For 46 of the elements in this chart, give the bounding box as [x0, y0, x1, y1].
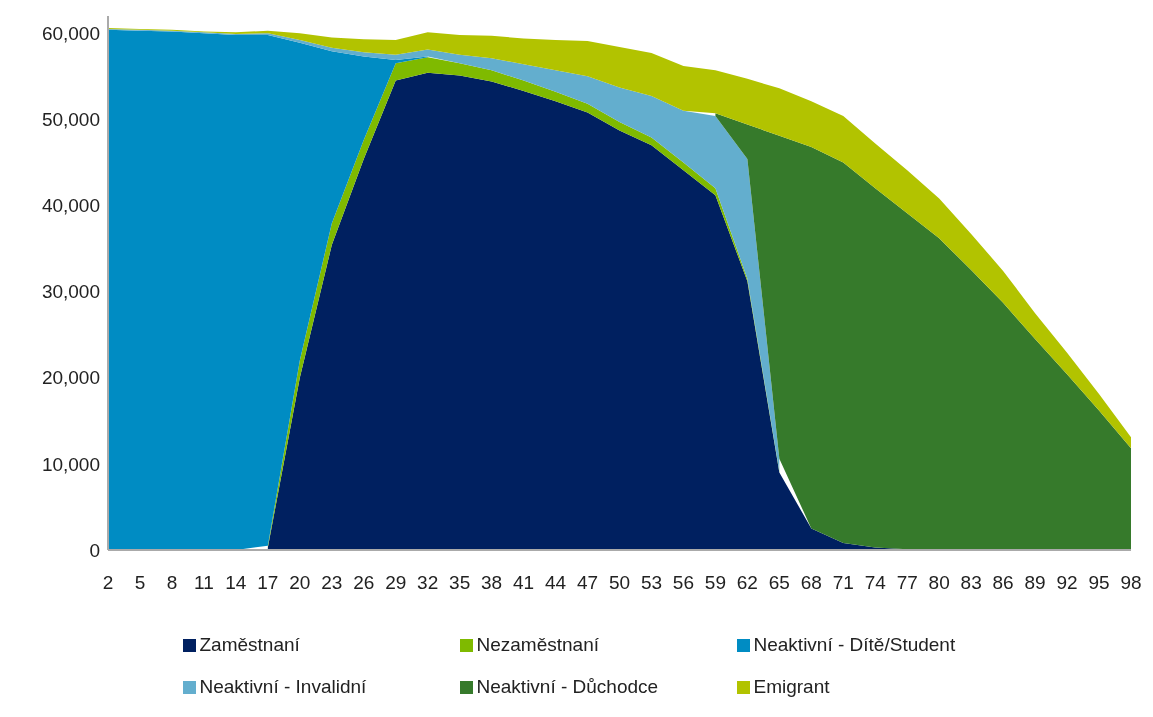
x-tick-label: 41 [513, 572, 535, 594]
x-tick-label: 65 [768, 572, 790, 594]
y-tick-label: 20,000 [41, 367, 100, 389]
x-tick-label: 32 [417, 572, 439, 594]
x-tick-label: 59 [704, 572, 726, 594]
legend-label: Nezaměstnaní [476, 633, 600, 657]
x-tick-label: 44 [544, 572, 567, 594]
x-tick-label: 14 [225, 572, 247, 594]
x-tick-label: 26 [353, 572, 375, 594]
x-tick-label: 2 [102, 572, 114, 594]
x-tick-label: 47 [576, 572, 599, 594]
x-tick-label: 68 [800, 572, 822, 594]
x-tick-label: 86 [992, 572, 1014, 594]
y-tick-label: 60,000 [41, 22, 100, 44]
x-tick-label: 98 [1120, 572, 1142, 594]
legend-label: Emigrant [753, 675, 831, 699]
x-tick-label: 23 [321, 572, 343, 594]
legend-label: Neaktivní - Invalidní [199, 675, 368, 699]
legend-label: Zaměstnaní [199, 633, 301, 657]
legend-label: Neaktivní - Důchodce [476, 675, 660, 699]
x-tick-label: 29 [385, 572, 407, 594]
x-tick-label: 35 [449, 572, 471, 594]
x-tick-label: 8 [166, 572, 178, 594]
y-tick-label: 40,000 [41, 195, 100, 217]
x-tick-label: 89 [1024, 572, 1046, 594]
x-tick-label: 17 [257, 572, 279, 594]
x-tick-label: 50 [608, 572, 631, 594]
legend-label: Neaktivní - Dítě/Student [753, 633, 957, 657]
y-tick-label: 30,000 [41, 281, 100, 303]
x-tick-label: 5 [134, 572, 146, 594]
x-tick-label: 95 [1088, 572, 1110, 594]
x-tick-label: 62 [736, 572, 758, 594]
x-tick-label: 80 [928, 572, 950, 594]
y-tick-label: 10,000 [41, 453, 100, 475]
x-tick-label: 20 [289, 572, 311, 594]
x-tick-label: 38 [481, 572, 503, 594]
y-tick-label: 50,000 [41, 109, 100, 131]
x-tick-label: 92 [1056, 572, 1078, 594]
x-tick-label: 77 [896, 572, 918, 594]
x-tick-label: 53 [640, 572, 663, 594]
y-tick-label: 0 [89, 539, 100, 561]
x-tick-label: 56 [672, 572, 695, 594]
x-tick-label: 83 [960, 572, 982, 594]
x-tick-label: 71 [832, 572, 854, 594]
x-tick-label: 11 [194, 572, 214, 594]
x-tick-label: 74 [864, 572, 887, 594]
